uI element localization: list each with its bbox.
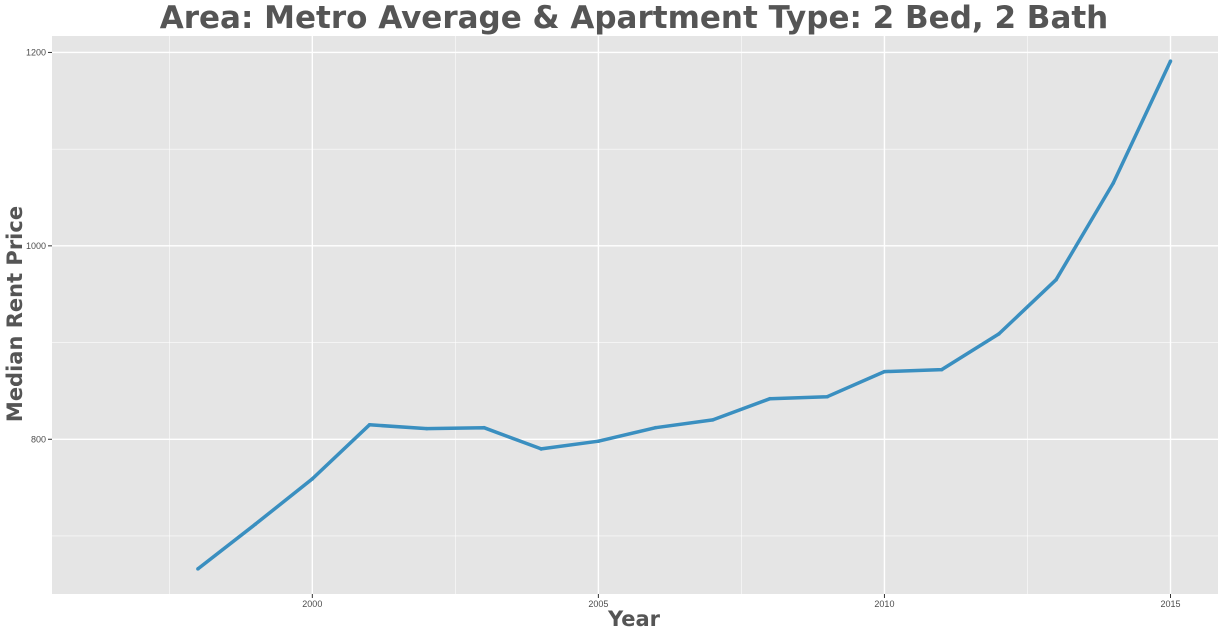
data-point [596, 439, 601, 443]
data-point [711, 418, 715, 422]
data-point [1111, 181, 1116, 185]
data-point [196, 567, 200, 571]
x-axis-title: Year [607, 607, 661, 631]
data-point [539, 447, 543, 451]
series-layer [196, 59, 1173, 571]
x-tick-label: 2005 [588, 599, 608, 609]
data-point [253, 522, 257, 527]
data-point [424, 426, 429, 431]
y-axis-title: Median Rent Price [3, 206, 27, 422]
y-tick-label: 1200 [26, 47, 46, 57]
grid-minor [52, 36, 1218, 594]
data-point [1168, 59, 1173, 63]
data-point [882, 369, 887, 374]
x-tick-label: 2010 [874, 599, 894, 609]
data-point [939, 367, 944, 372]
data-point [653, 425, 658, 430]
data-point [768, 396, 772, 401]
y-tick-label: 800 [31, 434, 46, 444]
chart-title: Area: Metro Average & Apartment Type: 2 … [160, 0, 1109, 36]
data-point [482, 425, 486, 430]
y-tick-label: 1000 [26, 241, 46, 251]
data-point [825, 394, 829, 399]
x-tick-label: 2000 [302, 599, 322, 609]
data-point [310, 477, 315, 481]
plot-panel [52, 36, 1218, 594]
data-point [997, 332, 1001, 336]
data-point [1054, 277, 1058, 282]
series-line [196, 60, 1173, 571]
x-axis-ticks: 2000 2005 2010 2015 [302, 594, 1181, 609]
data-point [367, 423, 372, 427]
y-axis-ticks: 800 1000 1200 [26, 47, 52, 444]
x-tick-label: 2015 [1160, 599, 1180, 609]
grid-major [52, 36, 1218, 594]
